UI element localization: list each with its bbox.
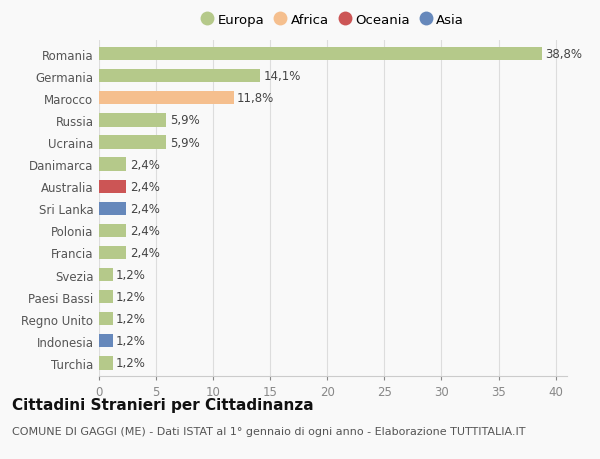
Bar	[99, 48, 542, 61]
Bar	[99, 70, 260, 83]
Text: 2,4%: 2,4%	[130, 202, 160, 215]
Bar	[99, 202, 127, 215]
Text: COMUNE DI GAGGI (ME) - Dati ISTAT al 1° gennaio di ogni anno - Elaborazione TUTT: COMUNE DI GAGGI (ME) - Dati ISTAT al 1° …	[12, 426, 526, 436]
Text: 2,4%: 2,4%	[130, 246, 160, 259]
Text: 11,8%: 11,8%	[237, 92, 274, 105]
Bar	[99, 136, 166, 149]
Text: 1,2%: 1,2%	[116, 269, 146, 281]
Bar	[99, 224, 127, 237]
Bar	[99, 158, 127, 171]
Text: 2,4%: 2,4%	[130, 180, 160, 193]
Bar	[99, 357, 113, 370]
Text: 1,2%: 1,2%	[116, 291, 146, 303]
Text: 14,1%: 14,1%	[263, 70, 301, 83]
Bar	[99, 114, 166, 127]
Text: 38,8%: 38,8%	[545, 48, 583, 61]
Bar	[99, 335, 113, 348]
Text: 2,4%: 2,4%	[130, 224, 160, 237]
Text: 1,2%: 1,2%	[116, 335, 146, 347]
Bar	[99, 291, 113, 304]
Text: 5,9%: 5,9%	[170, 136, 200, 149]
Bar	[99, 92, 233, 105]
Bar	[99, 269, 113, 281]
Text: 2,4%: 2,4%	[130, 158, 160, 171]
Text: Cittadini Stranieri per Cittadinanza: Cittadini Stranieri per Cittadinanza	[12, 397, 314, 412]
Text: 5,9%: 5,9%	[170, 114, 200, 127]
Bar	[99, 313, 113, 326]
Text: 1,2%: 1,2%	[116, 357, 146, 369]
Text: 1,2%: 1,2%	[116, 313, 146, 325]
Bar	[99, 246, 127, 259]
Bar	[99, 180, 127, 193]
Legend: Europa, Africa, Oceania, Asia: Europa, Africa, Oceania, Asia	[198, 9, 468, 31]
